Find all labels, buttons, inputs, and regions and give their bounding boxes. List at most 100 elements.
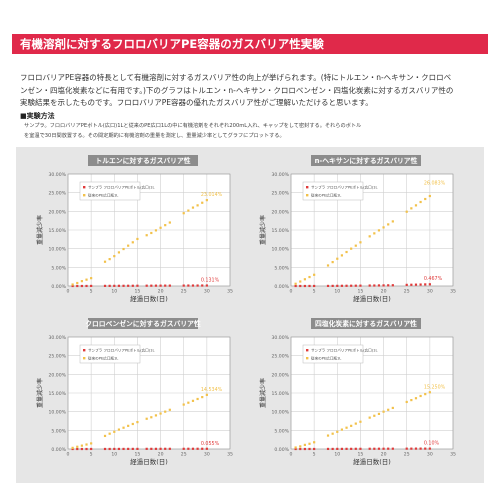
data-point — [405, 283, 408, 286]
data-point — [299, 280, 302, 283]
y-axis-label: 重量減少率 — [36, 215, 44, 245]
data-point — [150, 416, 153, 419]
data-point — [368, 235, 371, 238]
data-point — [205, 284, 208, 287]
data-point — [428, 194, 431, 198]
y-tick-label: 10.00% — [48, 247, 66, 253]
legend-marker — [306, 186, 309, 189]
legend-box — [79, 181, 141, 201]
y-tick-label: 5.00% — [274, 428, 289, 434]
data-point — [196, 397, 199, 401]
data-point — [191, 447, 195, 450]
data-point — [196, 447, 199, 450]
data-point — [80, 280, 83, 283]
data-point — [326, 284, 330, 288]
data-point — [127, 244, 130, 247]
legend-marker — [83, 186, 86, 189]
data-point — [187, 447, 190, 450]
data-point — [336, 430, 339, 433]
legend-marker — [83, 357, 86, 360]
data-point — [154, 284, 158, 287]
data-point — [377, 284, 381, 287]
data-point — [414, 204, 418, 207]
data-point — [303, 278, 306, 281]
data-point — [354, 447, 357, 450]
data-point — [182, 447, 185, 450]
x-tick-label: 0 — [67, 452, 70, 458]
data-point — [145, 284, 148, 287]
data-label: 0.131% — [201, 278, 220, 284]
data-point — [108, 284, 111, 287]
data-point — [382, 226, 385, 229]
x-tick-label: 25 — [181, 289, 187, 295]
axes-frame — [290, 173, 454, 287]
data-point — [182, 212, 185, 215]
data-point — [85, 284, 88, 288]
data-point — [131, 284, 134, 287]
x-tick-label: 30 — [204, 452, 210, 458]
x-tick-label: 25 — [404, 452, 410, 458]
data-point — [196, 204, 199, 207]
data-point — [359, 284, 362, 287]
data-point — [150, 284, 153, 287]
data-point — [368, 284, 371, 287]
data-point — [196, 284, 199, 287]
data-point — [428, 391, 431, 394]
chart-title: クロロベンゼンに対するガスバリア性 — [85, 319, 201, 328]
data-point — [205, 393, 208, 396]
legend-marker — [306, 194, 309, 197]
data-point — [387, 284, 390, 287]
data-point — [326, 447, 330, 451]
data-point — [313, 284, 316, 288]
data-point — [419, 283, 422, 286]
data-point — [405, 447, 408, 450]
data-point — [76, 445, 79, 448]
data-point — [187, 401, 190, 404]
data-point — [136, 421, 139, 424]
data-point — [71, 446, 74, 449]
data-point — [350, 424, 353, 427]
chart-title-bar — [311, 155, 421, 166]
data-point — [90, 284, 93, 288]
x-tick-label: 25 — [181, 452, 187, 458]
chart-svg: 四塩化炭素に対するガスバリア性 0.00% 5.00% 10.00% 15.00% 20.… — [259, 318, 456, 466]
data-point — [419, 447, 422, 450]
data-point — [382, 410, 385, 413]
data-point — [103, 284, 107, 287]
data-point — [90, 447, 93, 451]
data-point — [103, 447, 107, 451]
x-tick-label: 25 — [404, 289, 410, 295]
legend-box — [302, 344, 364, 364]
data-point — [424, 393, 427, 396]
data-point — [113, 284, 116, 287]
data-point — [154, 414, 158, 417]
y-tick-label: 20.00% — [48, 372, 66, 378]
data-point — [201, 284, 204, 287]
x-tick-label: 5 — [90, 452, 93, 458]
legend-box — [302, 181, 364, 201]
data-point — [373, 284, 376, 287]
chart-title: トルエンに対するガスバリア性 — [95, 156, 190, 165]
data-point — [350, 284, 353, 287]
data-point — [168, 284, 171, 287]
data-point — [382, 447, 385, 450]
x-tick-label: 5 — [313, 452, 316, 458]
x-tick-label: 10 — [111, 289, 117, 295]
legend-label: サンプラ フロロバリアPEボトル(広口)1L — [311, 348, 377, 353]
y-axis-label: 重量減少率 — [36, 378, 44, 408]
data-point — [117, 428, 121, 431]
data-point — [410, 283, 413, 286]
axes-frame — [67, 336, 231, 450]
data-point — [405, 400, 408, 404]
data-point — [345, 250, 348, 254]
data-point — [387, 223, 390, 226]
x-tick-label: 10 — [334, 289, 340, 295]
data-point — [359, 420, 362, 423]
data-point — [159, 447, 162, 450]
data-point — [90, 442, 93, 445]
y-tick-label: 5.00% — [274, 265, 289, 271]
data-point — [331, 447, 334, 451]
data-point — [131, 422, 134, 426]
data-point — [182, 403, 185, 406]
chart-toluene: トルエンに対するガスバリア性 0.00% 5.00% 10.00% 15.00% 20.0… — [30, 155, 240, 305]
